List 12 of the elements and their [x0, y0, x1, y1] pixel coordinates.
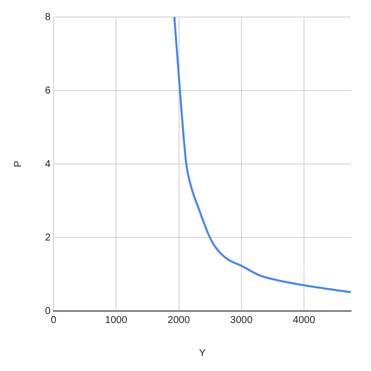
y-tick-label: 4 — [45, 158, 51, 170]
x-tick-label: 4000 — [292, 314, 316, 326]
line-series — [173, 17, 351, 294]
y-tick-label: 2 — [45, 232, 51, 244]
y-axis-title: P — [12, 160, 24, 168]
x-tick-label: 3000 — [230, 314, 253, 326]
y-tick-label: 0 — [45, 306, 51, 317]
x-tick-label: 2000 — [168, 314, 190, 326]
y-tick-label: 8 — [45, 12, 51, 23]
x-axis-title: Y — [198, 348, 206, 359]
x-tick-label: 1000 — [105, 314, 128, 326]
y-tick-label: 6 — [45, 85, 51, 96]
